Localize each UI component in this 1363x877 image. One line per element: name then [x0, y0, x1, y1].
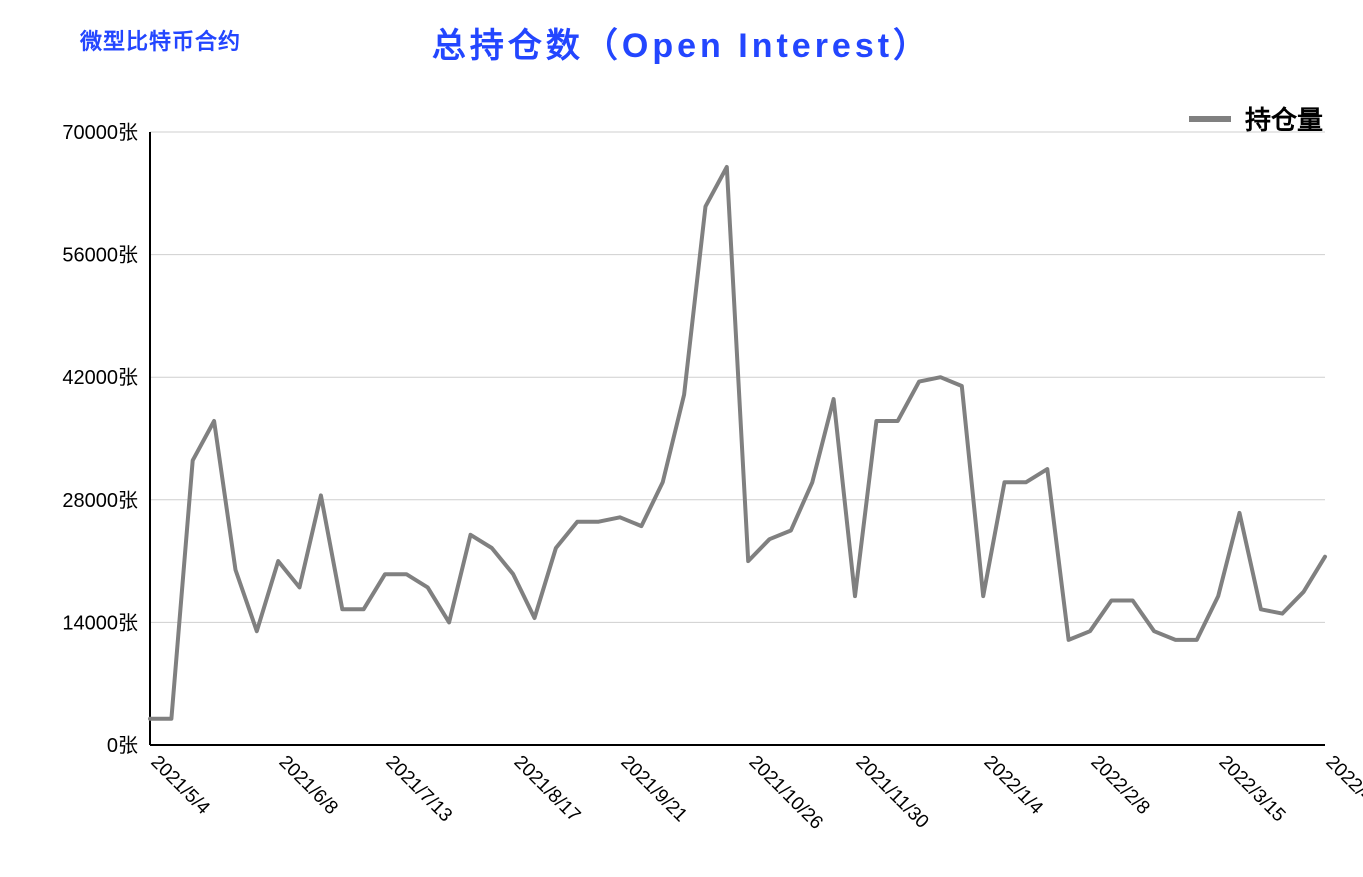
svg-text:14000张: 14000张 — [62, 611, 138, 634]
svg-text:70000张: 70000张 — [62, 121, 138, 144]
svg-text:2021/11/30: 2021/11/30 — [851, 752, 932, 833]
svg-text:56000张: 56000张 — [62, 244, 138, 267]
svg-text:2021/9/21: 2021/9/21 — [616, 752, 691, 827]
svg-text:0张: 0张 — [107, 734, 138, 757]
open-interest-line-chart: 0张 14000张 28000张 42000张 56000张 70000张 2021/5/4… — [0, 120, 1363, 860]
svg-text:2022/2/8: 2022/2/8 — [1086, 752, 1153, 819]
svg-text:2021/6/8: 2021/6/8 — [275, 752, 342, 819]
svg-text:2022/4/12: 2022/4/12 — [1321, 752, 1363, 827]
svg-text:2021/5/4: 2021/5/4 — [146, 752, 213, 819]
svg-text:2021/10/26: 2021/10/26 — [745, 752, 827, 834]
svg-text:28000张: 28000张 — [62, 489, 138, 512]
svg-text:2021/8/17: 2021/8/17 — [510, 752, 585, 827]
svg-text:42000张: 42000张 — [62, 366, 138, 389]
svg-text:2022/1/4: 2022/1/4 — [980, 752, 1047, 819]
svg-text:2021/7/13: 2021/7/13 — [381, 752, 456, 827]
svg-text:2022/3/15: 2022/3/15 — [1215, 752, 1290, 827]
chart-subtitle: 微型比特币合约 — [80, 24, 241, 56]
